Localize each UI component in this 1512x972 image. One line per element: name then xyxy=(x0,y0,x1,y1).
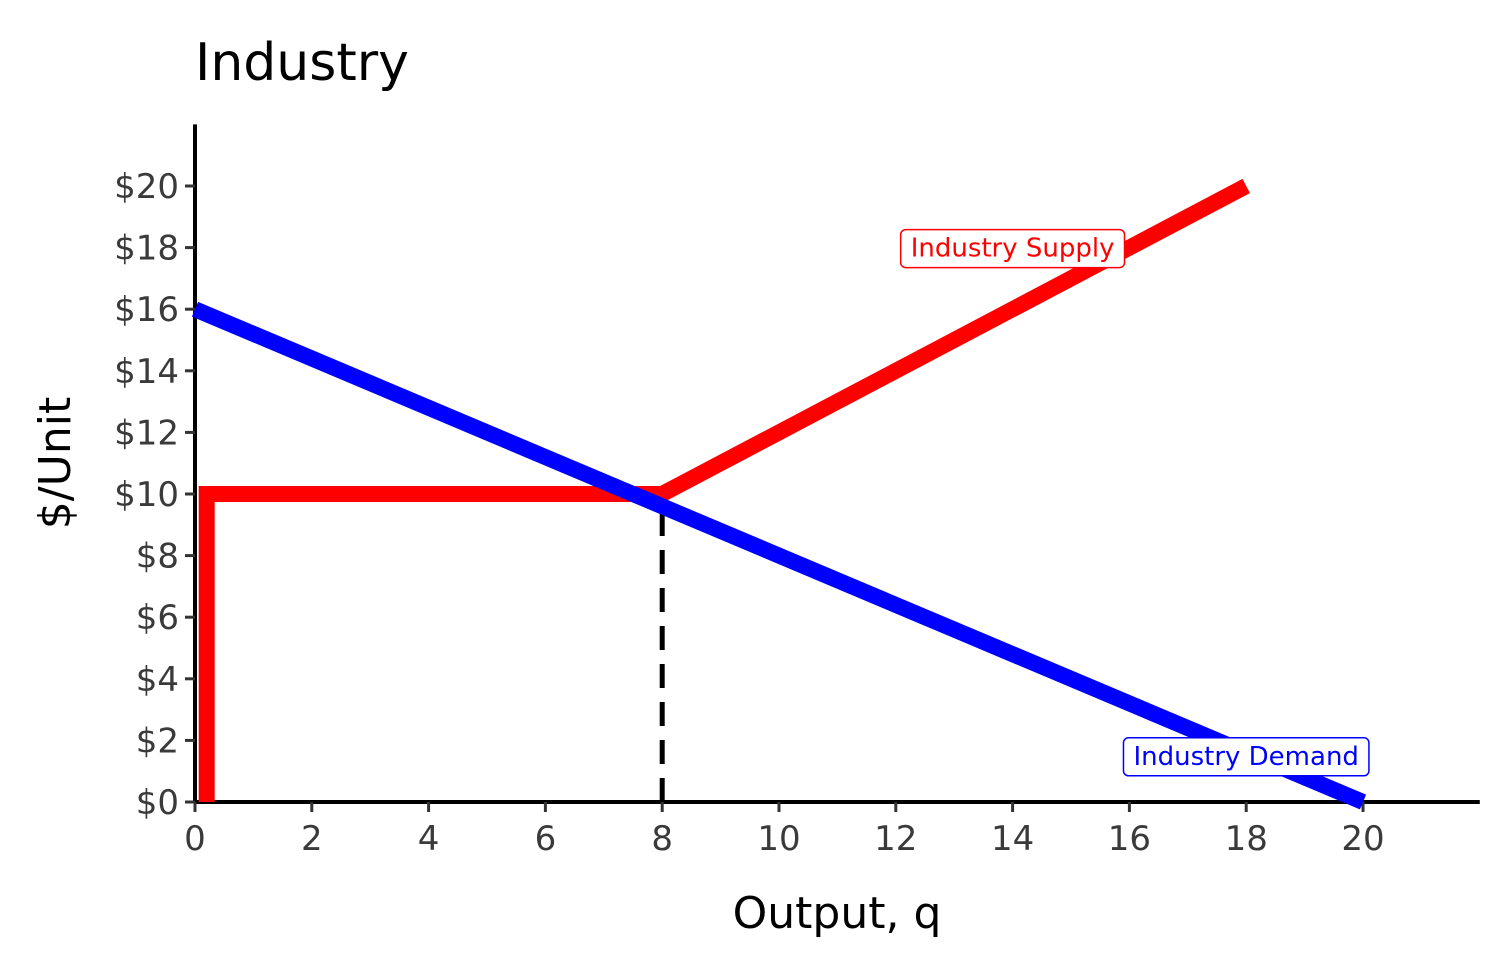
y-tick-label: $12 xyxy=(114,413,179,453)
y-tick-label: $18 xyxy=(114,229,179,269)
y-tick-label: $16 xyxy=(114,290,179,330)
y-tick-label: $4 xyxy=(136,660,179,700)
industry-supply-curve xyxy=(198,178,1250,802)
label-text: Industry Demand xyxy=(1133,742,1358,772)
y-axis-title: $/Unit xyxy=(30,397,81,529)
industry-demand-curve xyxy=(191,301,1367,810)
chart-title: Industry xyxy=(195,33,409,93)
x-tick-label: 6 xyxy=(535,819,557,859)
y-tick-label: $2 xyxy=(136,721,179,761)
curve-label-industry-demand: Industry Demand xyxy=(1122,737,1370,777)
x-tick-label: 8 xyxy=(651,819,673,859)
y-tick-label: $20 xyxy=(114,167,179,207)
x-tick-label: 2 xyxy=(301,819,323,859)
plot-area: 0 2 4 6 8 10 12 14 16 18 20 $0 $2 $4 $6 $8 $10 $12 $14 $16 $… xyxy=(114,124,1480,859)
x-tick-label: 18 xyxy=(1225,819,1268,859)
x-tick-label: 20 xyxy=(1341,819,1384,859)
y-tick-label: $10 xyxy=(114,475,179,515)
x-tick-label: 12 xyxy=(874,819,917,859)
x-axis-title: Output, q xyxy=(733,888,942,939)
x-tick-label: 14 xyxy=(991,819,1034,859)
x-tick-label: 16 xyxy=(1108,819,1151,859)
y-tick-label: $8 xyxy=(136,537,179,577)
x-tick-label: 4 xyxy=(418,819,440,859)
y-tick-label: $14 xyxy=(114,352,179,392)
curve-label-industry-supply: Industry Supply xyxy=(899,228,1126,269)
label-text: Industry Supply xyxy=(911,234,1115,264)
y-tick-label: $6 xyxy=(136,598,179,638)
x-tick-label: 10 xyxy=(757,819,800,859)
label-box xyxy=(899,228,1126,269)
x-tick-label: 0 xyxy=(184,819,206,859)
label-box xyxy=(1122,737,1370,777)
y-tick-label: $0 xyxy=(136,783,179,823)
